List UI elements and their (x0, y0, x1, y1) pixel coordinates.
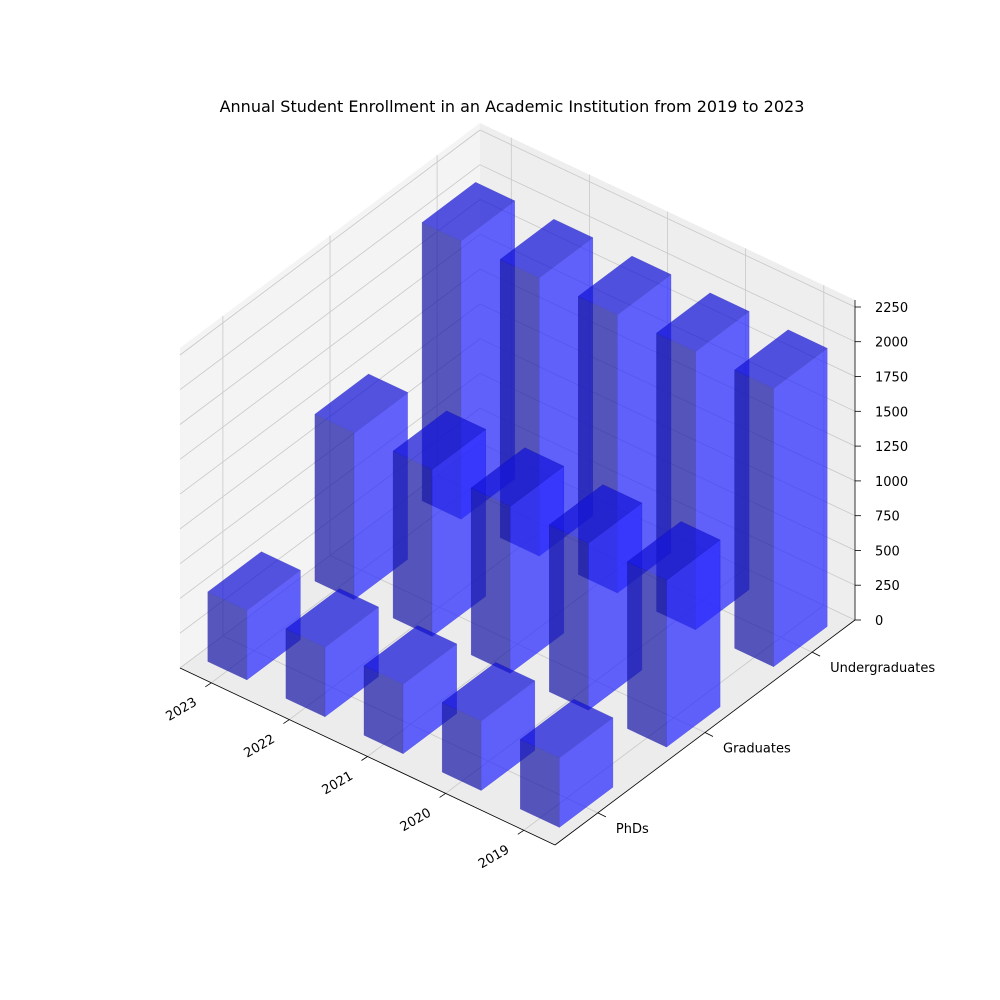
z-tick-label: 0 (875, 614, 883, 629)
bar-face-side (773, 348, 828, 668)
x-tick-label: 2022 (242, 732, 278, 762)
x-tick-label: 2021 (320, 769, 356, 799)
bar-face-top (627, 521, 721, 581)
bar-face-top (499, 219, 594, 278)
x-tick-label: 2019 (476, 843, 512, 873)
bar-face-front (392, 450, 433, 637)
z-tick-label: 2250 (875, 301, 908, 316)
bar-face-front (471, 487, 511, 674)
z-tick-label: 750 (875, 510, 900, 525)
y-tick-mark (597, 812, 607, 818)
z-tick-label: 250 (875, 579, 900, 594)
bars-group (207, 182, 828, 828)
bar-2019-graduates (627, 521, 721, 748)
z-tick-label: 500 (875, 544, 900, 559)
bar-face-top (441, 662, 536, 722)
bar-face-top (734, 329, 828, 389)
bar-face-top (363, 625, 457, 685)
bar-2020-phds (441, 662, 536, 791)
bar-2021-phds (363, 625, 457, 755)
bar-face-top (656, 292, 750, 352)
z-tick-label: 1500 (875, 405, 908, 420)
bar-face-top (421, 182, 515, 242)
axes-group (179, 300, 861, 846)
bar-face-top (520, 699, 614, 758)
bar-face-top (578, 255, 672, 315)
bar-2023-phds (207, 551, 301, 681)
chart-title: Annual Student Enrollment in an Academic… (220, 97, 805, 116)
y-tick-label: Undergraduates (830, 661, 935, 676)
x-tick-mark (361, 756, 368, 761)
y-tick-label: PhDs (616, 822, 649, 837)
z-tick-label: 2000 (875, 336, 908, 351)
bar-face-top (207, 551, 301, 611)
x-tick-mark (439, 793, 446, 798)
bar-face-top (285, 588, 379, 648)
x-tick-label: 2020 (398, 806, 434, 836)
y-tick-mark (811, 651, 821, 657)
bar-2019-undergraduates (734, 329, 828, 668)
y-tick-label: Graduates (723, 742, 791, 757)
bar-face-front (314, 413, 355, 600)
z-tick-label: 1250 (875, 440, 908, 455)
x-tick-label: 2023 (163, 695, 199, 725)
z-tick-label: 1750 (875, 371, 908, 386)
bar-face-top (470, 447, 565, 507)
bar-2019-phds (520, 699, 614, 828)
y-tick-mark (704, 732, 714, 737)
bar-face-top (314, 373, 408, 433)
x-tick-mark (517, 829, 525, 835)
bar-face-front (734, 369, 774, 667)
bar-face-front (549, 524, 589, 711)
bar-face-top (549, 484, 643, 544)
bar-2022-phds (285, 588, 379, 718)
z-tick-label: 1000 (875, 475, 908, 490)
bar-face-front (627, 561, 667, 748)
x-tick-mark (205, 682, 212, 688)
bar-face-top (392, 410, 486, 470)
x-tick-mark (283, 719, 290, 724)
